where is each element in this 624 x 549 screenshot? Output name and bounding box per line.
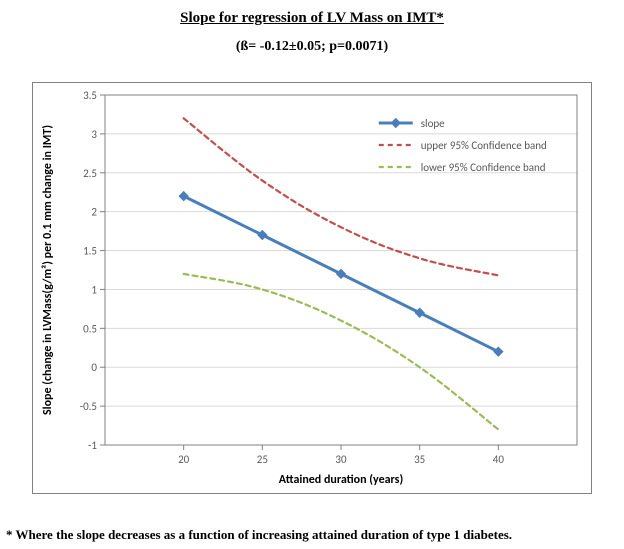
svg-text:Attained duration (years): Attained duration (years): [279, 473, 403, 487]
chart-container: -1 -0.5 0 0.5 1 1.5 2 2.5 3 3.5 20 25 30 35 40 Attained…: [32, 82, 592, 494]
page-root: Slope for regression of LV Mass on IMT* …: [0, 0, 624, 549]
chart-title: Slope for regression of LV Mass on IMT*: [0, 0, 624, 27]
svg-text:30: 30: [335, 453, 347, 466]
svg-text:2: 2: [91, 206, 97, 219]
footnote-text: * Where the slope decreases as a functio…: [6, 527, 618, 543]
svg-text:1.5: 1.5: [83, 245, 97, 258]
svg-text:20: 20: [178, 453, 190, 466]
svg-text:0: 0: [91, 361, 97, 374]
legend-label-0: slope: [421, 117, 445, 130]
svg-text:-0.5: -0.5: [80, 400, 97, 413]
legend-label-2: lower 95% Confidence band: [421, 161, 546, 174]
svg-text:3: 3: [91, 128, 97, 141]
svg-text:2.5: 2.5: [83, 167, 97, 180]
svg-text:25: 25: [257, 453, 268, 466]
legend-marker-0: [391, 119, 400, 128]
chart-svg: -1 -0.5 0 0.5 1 1.5 2 2.5 3 3.5 20 25 30 35 40 Attained…: [33, 83, 591, 493]
svg-text:0.5: 0.5: [83, 322, 97, 335]
chart-subtitle: (ß= -0.12±0.05; p=0.0071): [0, 27, 624, 55]
svg-text:3.5: 3.5: [83, 89, 97, 102]
svg-text:1: 1: [91, 283, 97, 296]
svg-text:-1: -1: [88, 439, 97, 452]
svg-text:35: 35: [414, 453, 425, 466]
legend-label-1: upper 95% Confidence band: [421, 139, 547, 152]
svg-text:40: 40: [493, 453, 505, 466]
svg-text:Slope (change in LVMass(g/m²): Slope (change in LVMass(g/m²) per 0.1 mm…: [41, 125, 55, 415]
